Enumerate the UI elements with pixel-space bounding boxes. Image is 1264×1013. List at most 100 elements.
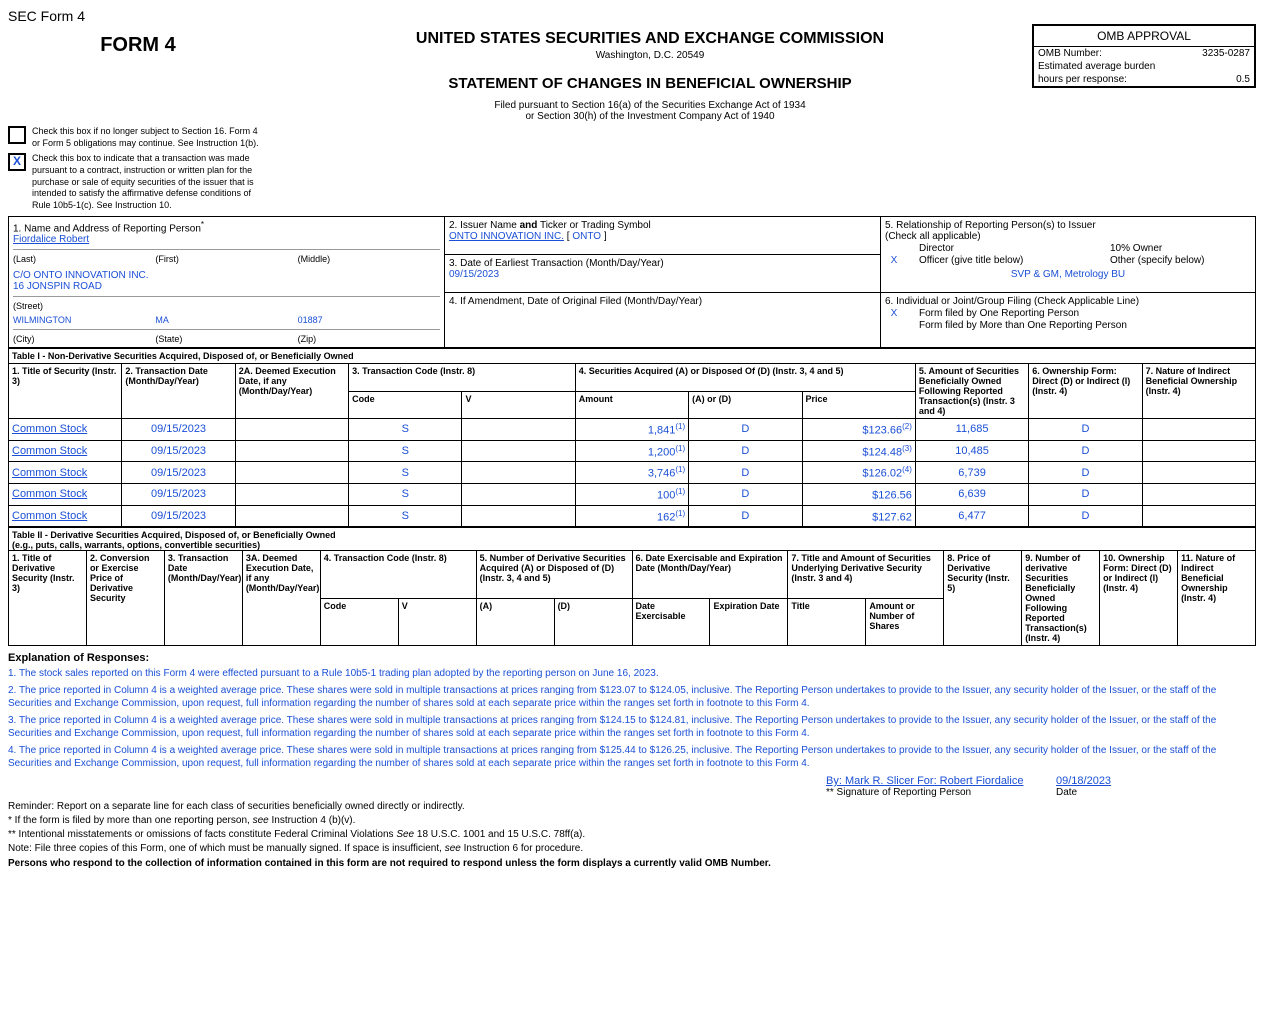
- t2-sub-exp: Expiration Date: [710, 598, 788, 646]
- t2-h10: 10. Ownership Form: Direct (D) or Indire…: [1100, 551, 1178, 646]
- statement-title: STATEMENT OF CHANGES IN BENEFICIAL OWNER…: [268, 75, 1032, 92]
- one-person-label: Form filed by One Reporting Person: [919, 308, 1079, 319]
- t1-h2a: 2A. Deemed Execution Date, if any (Month…: [235, 364, 348, 419]
- addr-line2: 16 JONSPIN ROAD: [13, 281, 440, 292]
- sec-form-label: SEC Form 4: [8, 8, 1256, 24]
- officer-title: SVP & GM, Metrology BU: [885, 269, 1251, 280]
- footer-note2: ** Intentional misstatements or omission…: [8, 829, 1256, 840]
- signature-row: By: Mark R. Slicer For: Robert Fiordalic…: [8, 775, 1256, 798]
- ten-owner-label: 10% Owner: [1110, 243, 1251, 254]
- box3-label: 3. Date of Earliest Transaction (Month/D…: [449, 258, 876, 269]
- omb-number-label: OMB Number:: [1038, 48, 1102, 59]
- t1-h3: 3. Transaction Code (Instr. 8): [349, 364, 576, 392]
- t2-h4: 4. Transaction Code (Instr. 8): [320, 551, 476, 599]
- one-person-check: X: [885, 308, 903, 319]
- t1-sub-amount: Amount: [575, 391, 688, 419]
- officer-check: X: [885, 255, 903, 266]
- checkbox-1[interactable]: [8, 126, 26, 144]
- header-row: FORM 4 UNITED STATES SECURITIES AND EXCH…: [8, 24, 1256, 122]
- t2-h3a: 3A. Deemed Execution Date, if any (Month…: [242, 551, 320, 646]
- last-label: (Last): [13, 254, 155, 264]
- t2-h8: 8. Price of Derivative Security (Instr. …: [944, 551, 1022, 646]
- table1-title: Table I - Non-Derivative Securities Acqu…: [9, 349, 1256, 364]
- t1-h4: 4. Securities Acquired (A) or Disposed O…: [575, 364, 915, 392]
- reporting-person-link[interactable]: Fiordalice Robert: [13, 234, 89, 245]
- signature-date[interactable]: 09/18/2023: [1056, 775, 1256, 787]
- table2: Table II - Derivative Securities Acquire…: [8, 527, 1256, 646]
- officer-label: Officer (give title below): [919, 255, 1060, 266]
- table-row: Common Stock09/15/2023S162(1)D$127.626,4…: [9, 505, 1256, 527]
- t2-sub-a: (A): [476, 598, 554, 646]
- t1-h6: 6. Ownership Form: Direct (D) or Indirec…: [1029, 364, 1142, 419]
- signature-name[interactable]: By: Mark R. Slicer For: Robert Fiordalic…: [826, 775, 1026, 787]
- table-row: Common Stock09/15/2023S100(1)D$126.566,6…: [9, 484, 1256, 506]
- t1-sub-v: V: [462, 391, 575, 419]
- t2-h7: 7. Title and Amount of Securities Underl…: [788, 551, 944, 599]
- addr-zip: 01887: [298, 315, 440, 325]
- box2-label-c: Ticker or Trading Symbol: [537, 220, 650, 231]
- footer-reminder: Reminder: Report on a separate line for …: [8, 801, 1256, 812]
- addr-state: MA: [155, 315, 297, 325]
- security-title-link[interactable]: Common Stock: [12, 488, 87, 500]
- signature-date-label: Date: [1056, 787, 1256, 798]
- t2-h2: 2. Conversion or Exercise Price of Deriv…: [86, 551, 164, 646]
- filed-line1: Filed pursuant to Section 16(a) of the S…: [268, 100, 1032, 111]
- security-title-link[interactable]: Common Stock: [12, 510, 87, 522]
- ticker: ONTO: [572, 231, 601, 242]
- table-row: Common Stock09/15/2023S3,746(1)D$126.02(…: [9, 462, 1256, 484]
- t2-h5: 5. Number of Derivative Securities Acqui…: [476, 551, 632, 599]
- filed-line2: or Section 30(h) of the Investment Compa…: [268, 111, 1032, 122]
- table-row: Common Stock09/15/2023S1,200(1)D$124.48(…: [9, 440, 1256, 462]
- street-label: (Street): [13, 301, 440, 311]
- header-center: UNITED STATES SECURITIES AND EXCHANGE CO…: [268, 24, 1032, 122]
- security-title-link[interactable]: Common Stock: [12, 445, 87, 457]
- omb-hours-label: hours per response:: [1038, 74, 1127, 85]
- table1: Table I - Non-Derivative Securities Acqu…: [8, 348, 1256, 527]
- city-label: (City): [13, 334, 155, 344]
- t2-sub-title: Title: [788, 598, 866, 646]
- checkbox-2[interactable]: X: [8, 153, 26, 171]
- explanation-item: 3. The price reported in Column 4 is a w…: [8, 714, 1256, 741]
- t2-h6: 6. Date Exercisable and Expiration Date …: [632, 551, 788, 599]
- omb-hours-value: 0.5: [1236, 74, 1250, 85]
- table2-title: Table II - Derivative Securities Acquire…: [9, 528, 1256, 551]
- t2-sub-d: (D): [554, 598, 632, 646]
- sec-location: Washington, D.C. 20549: [268, 50, 1032, 61]
- form-title: FORM 4: [8, 24, 268, 57]
- checkbox-row-1: Check this box if no longer subject to S…: [8, 126, 268, 149]
- checkbox-2-text: Check this box to indicate that a transa…: [32, 153, 268, 211]
- t1-h1: 1. Title of Security (Instr. 3): [9, 364, 122, 419]
- t1-h2: 2. Transaction Date (Month/Day/Year): [122, 364, 235, 419]
- footer-bold: Persons who respond to the collection of…: [8, 858, 1256, 869]
- middle-label: (Middle): [298, 254, 440, 264]
- t1-sub-code: Code: [349, 391, 462, 419]
- signature-name-label: ** Signature of Reporting Person: [826, 787, 1026, 798]
- explanation-item: 1. The stock sales reported on this Form…: [8, 667, 1256, 681]
- other-label: Other (specify below): [1110, 255, 1251, 266]
- t2-sub-code: Code: [320, 598, 398, 646]
- t2-h11: 11. Nature of Indirect Beneficial Owners…: [1178, 551, 1256, 646]
- state-label: (State): [155, 334, 297, 344]
- issuer-link[interactable]: ONTO INNOVATION INC.: [449, 231, 564, 242]
- t1-sub-price: Price: [802, 391, 915, 419]
- box2-label-b: and: [520, 220, 538, 231]
- first-label: (First): [155, 254, 297, 264]
- t2-sub-v: V: [398, 598, 476, 646]
- t1-h5: 5. Amount of Securities Beneficially Own…: [915, 364, 1028, 419]
- director-label: Director: [919, 243, 1060, 254]
- info-table: 1. Name and Address of Reporting Person*…: [8, 216, 1256, 348]
- zip-label: (Zip): [298, 334, 440, 344]
- t1-h7: 7. Nature of Indirect Beneficial Ownersh…: [1142, 364, 1255, 419]
- explanation-item: 4. The price reported in Column 4 is a w…: [8, 744, 1256, 771]
- security-title-link[interactable]: Common Stock: [12, 423, 87, 435]
- security-title-link[interactable]: Common Stock: [12, 467, 87, 479]
- omb-burden-label: Estimated average burden: [1038, 61, 1155, 72]
- box5-sub: (Check all applicable): [885, 231, 1251, 242]
- box5-label: 5. Relationship of Reporting Person(s) t…: [885, 220, 1251, 231]
- box4-label: 4. If Amendment, Date of Original Filed …: [449, 296, 876, 307]
- table-row: Common Stock09/15/2023S1,841(1)D$123.66(…: [9, 419, 1256, 441]
- t2-h3: 3. Transaction Date (Month/Day/Year): [164, 551, 242, 646]
- box2-label-a: 2. Issuer Name: [449, 220, 520, 231]
- addr-line1: C/O ONTO INNOVATION INC.: [13, 270, 440, 281]
- more-person-label: Form filed by More than One Reporting Pe…: [919, 320, 1127, 331]
